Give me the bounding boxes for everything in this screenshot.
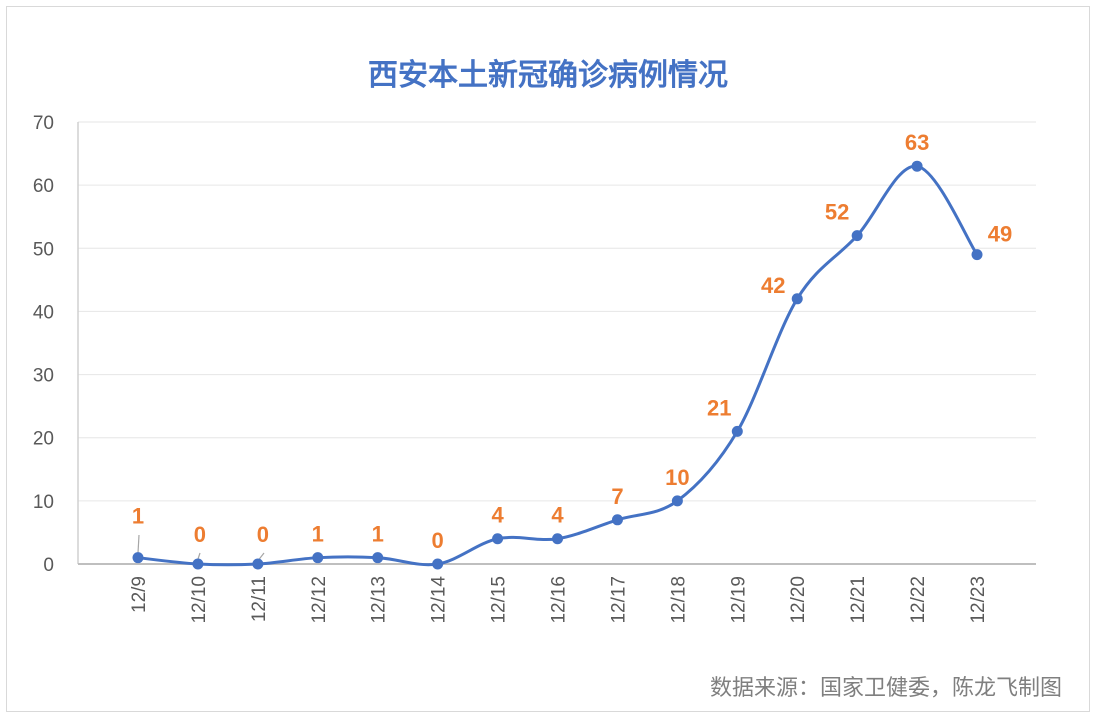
x-tick-label: 12/14 [429,576,450,624]
data-point [252,558,264,570]
x-tick-label: 12/9 [129,576,150,613]
data-point [432,558,444,570]
data-point [552,533,564,545]
data-point [731,425,743,437]
data-label: 4 [551,503,564,528]
y-tick-label: 10 [33,492,54,513]
source-note: 数据来源：国家卫健委，陈龙飞制图 [709,676,1062,701]
leader-line [137,534,140,554]
data-label: 10 [665,465,689,490]
y-tick-label: 0 [43,555,54,576]
data-label: 0 [257,522,269,547]
data-point [132,552,144,564]
y-tick-label: 70 [33,113,54,134]
x-tick-label: 12/23 [968,576,989,624]
data-label: 42 [761,273,785,298]
x-tick-label: 12/13 [369,576,390,624]
data-label: 1 [312,522,324,547]
y-tick-label: 60 [33,176,54,197]
y-tick-label: 50 [33,239,54,260]
data-point [312,552,324,564]
data-point [192,558,204,570]
chart-title: 西安本土新冠确诊病例情况 [368,58,728,93]
y-tick-label: 30 [33,366,54,387]
x-tick-label: 12/12 [309,576,330,624]
x-tick-label: 12/18 [668,576,689,624]
data-label: 52 [825,200,849,225]
x-tick-label: 12/11 [249,576,270,622]
x-tick-label: 12/17 [608,576,629,624]
x-tick-label: 12/22 [908,576,929,624]
data-label: 0 [432,528,444,553]
data-label: 0 [194,522,206,547]
data-point [911,160,923,172]
y-tick-label: 20 [33,429,54,450]
x-tick-label: 12/15 [489,576,510,624]
data-point [671,495,683,507]
y-tick-label: 40 [33,302,54,323]
data-point [851,230,863,242]
data-point [611,514,623,526]
data-point [791,293,803,305]
x-tick-label: 12/21 [848,576,869,624]
data-label: 1 [132,504,144,529]
chart-frame [6,6,1090,712]
data-label: 4 [491,503,504,528]
data-label: 63 [905,130,929,155]
data-point [492,533,504,545]
x-tick-label: 12/10 [189,576,210,624]
data-point [372,552,384,564]
data-label: 1 [372,522,384,547]
x-tick-label: 12/19 [728,576,749,624]
x-tick-label: 12/20 [788,576,809,624]
data-label: 49 [988,222,1012,247]
data-point [971,249,983,261]
x-tick-label: 12/16 [549,576,570,624]
data-label: 7 [611,484,623,509]
data-label: 21 [707,395,731,420]
